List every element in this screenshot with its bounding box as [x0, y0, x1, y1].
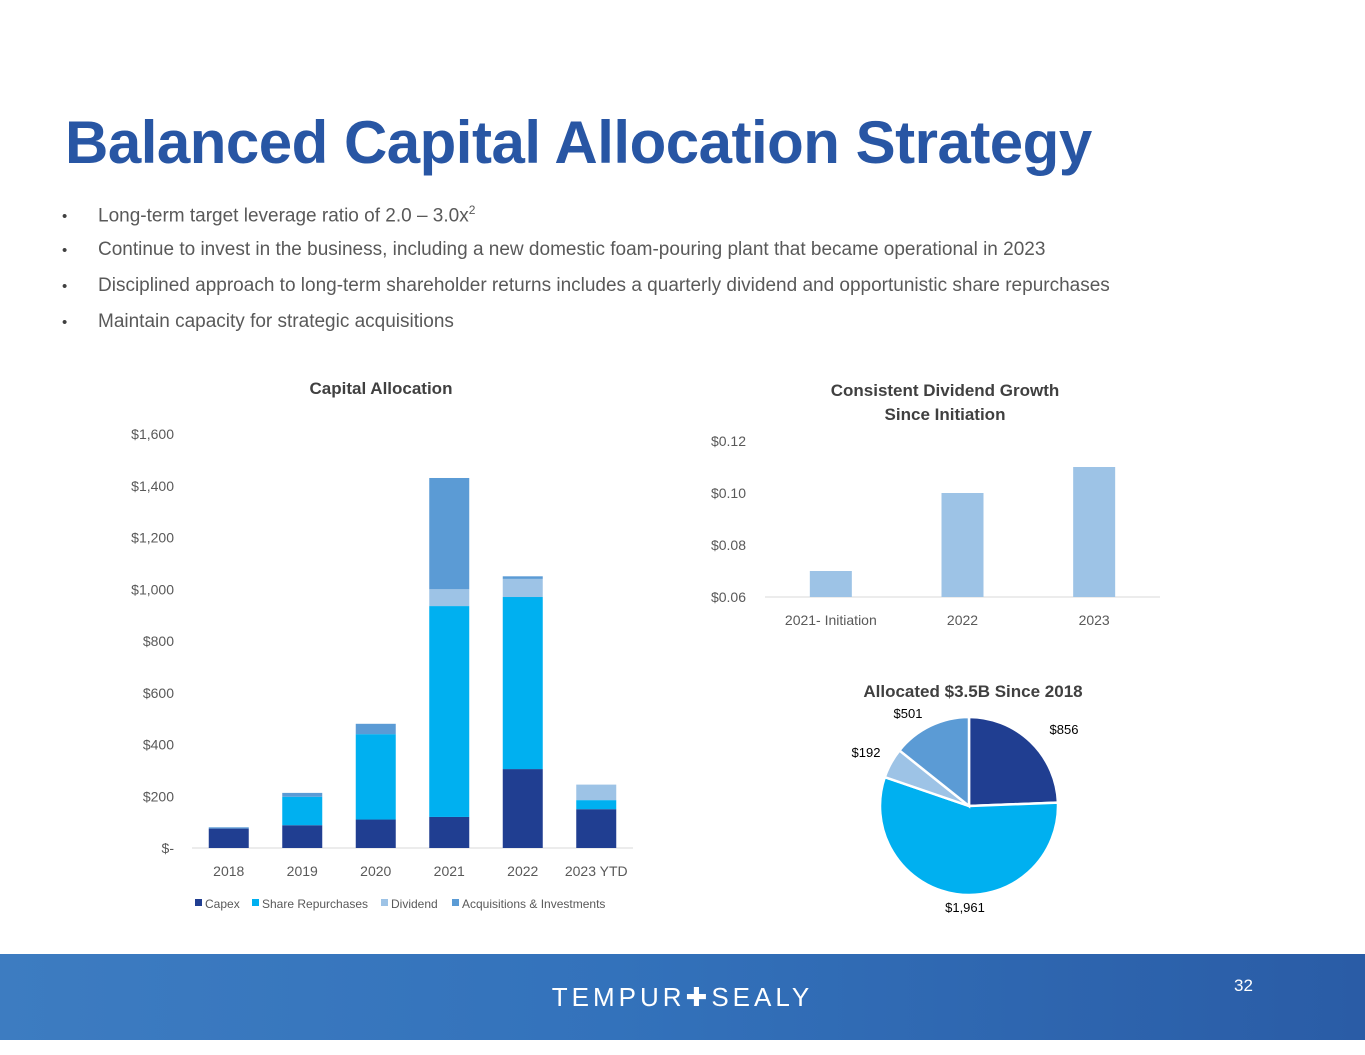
bar-segment [208, 827, 249, 829]
bar-segment [576, 800, 617, 810]
x-tick-label: 2021 [434, 863, 465, 879]
dividend-chart-title-line-1: Consistent Dividend Growth [831, 381, 1060, 400]
legend-label: Dividend [391, 897, 438, 911]
y-tick-label: $1,400 [131, 478, 174, 494]
bullet-item: • Continue to invest in the business, in… [62, 239, 1322, 275]
bullet-text: Disciplined approach to long-term shareh… [98, 275, 1110, 296]
logo-cross-icon: ✚ [685, 982, 712, 1012]
bar-segment [502, 578, 543, 598]
x-tick-label: 2022 [947, 612, 978, 628]
bullet-item: • Long-term target leverage ratio of 2.0… [62, 203, 1322, 239]
footer-banner: TEMPUR✚SEALY 32 [0, 954, 1365, 1040]
legend-swatch [195, 899, 202, 906]
legend-label: Acquisitions & Investments [462, 897, 605, 911]
bar-segment [355, 723, 396, 735]
pie-slice [878, 775, 1060, 897]
dividend-bar [1073, 467, 1116, 597]
bar-segment [576, 809, 617, 848]
bar-segment [282, 796, 323, 826]
pie-chart-title: Allocated $3.5B Since 2018 [863, 682, 1082, 701]
bar-segment [208, 828, 249, 848]
bar-segment [355, 819, 396, 848]
y-tick-label: $0.08 [711, 537, 746, 553]
y-tick-label: $600 [143, 685, 174, 701]
bullet-item: • Disciplined approach to long-term shar… [62, 275, 1322, 311]
capital-allocation-legend: Capex Share Repurchases Dividend Acquisitio… [195, 897, 605, 911]
x-tick-label: 2019 [287, 863, 318, 879]
y-tick-label: $800 [143, 633, 174, 649]
y-tick-label: $0.06 [711, 589, 746, 605]
bullet-text: Continue to invest in the business, incl… [98, 239, 1046, 260]
bar-segment [502, 597, 543, 770]
capital-allocation-y-axis: $- $200 $400 $600 $800 $1,000 $1,200 $1,400 $1,6… [131, 426, 174, 856]
bar-segment [282, 825, 323, 848]
legend-swatch [381, 899, 388, 906]
capital-allocation-title: Capital Allocation [310, 379, 453, 398]
dividend-growth-chart: Consistent Dividend Growth Since Initiat… [711, 381, 1160, 628]
x-tick-label: 2023 [1079, 612, 1110, 628]
pie-slice-label: $1,961 [945, 900, 985, 915]
bar-segment [429, 816, 470, 848]
dividend-bars [809, 467, 1116, 597]
pie-slices [878, 715, 1060, 897]
dividend-bar [941, 493, 984, 597]
pie-slice-label: $856 [1050, 722, 1079, 737]
x-tick-label: 2022 [507, 863, 538, 879]
capital-allocation-chart: Capital Allocation $- $200 $400 $600 $800 $1,… [131, 379, 633, 911]
allocation-pie-chart: Allocated $3.5B Since 2018 $856 $1,961 $19… [852, 682, 1083, 915]
bar-segment [502, 576, 543, 579]
x-tick-label: 2018 [213, 863, 244, 879]
y-tick-label: $1,000 [131, 581, 174, 597]
bar-segment [282, 792, 323, 797]
bullet-text: Long-term target leverage ratio of 2.0 –… [98, 203, 476, 227]
y-tick-label: $1,600 [131, 426, 174, 442]
bullet-text: Maintain capacity for strategic acquisit… [98, 311, 454, 332]
x-tick-label: 2023 YTD [565, 863, 628, 879]
y-tick-label: $- [162, 840, 175, 856]
bullet-glyph: • [62, 278, 68, 295]
y-tick-label: $0.10 [711, 485, 746, 501]
bullet-glyph: • [62, 208, 68, 226]
legend-label: Share Repurchases [262, 897, 368, 911]
legend-swatch [452, 899, 459, 906]
y-tick-label: $400 [143, 737, 174, 753]
tempur-sealy-logo: TEMPUR✚SEALY [551, 982, 814, 1012]
dividend-bar [809, 571, 852, 597]
pie-slice [897, 715, 971, 809]
bar-segment [576, 784, 617, 801]
footnote-marker: 2 [468, 203, 476, 217]
bar-segment [502, 769, 543, 848]
capital-allocation-x-axis: 2018 2019 2020 2021 2022 2023 YTD [213, 863, 627, 879]
x-tick-label: 2020 [360, 863, 391, 879]
y-tick-label: $0.12 [711, 433, 746, 449]
y-tick-label: $200 [143, 788, 174, 804]
capital-allocation-bars [208, 477, 617, 848]
pie-labels: $856 $1,961 $192 $501 [852, 706, 1079, 915]
bullet-item: • Maintain capacity for strategic acquis… [62, 311, 1322, 347]
pie-slice-label: $192 [852, 745, 881, 760]
bar-segment [429, 606, 470, 817]
dividend-x-axis: 2021- Initiation 2022 2023 [785, 612, 1110, 628]
dividend-y-axis: $0.06 $0.08 $0.10 $0.12 [711, 433, 746, 605]
x-tick-label: 2021- Initiation [785, 612, 877, 628]
pie-slice [967, 715, 1060, 808]
charts-canvas: Capital Allocation $- $200 $400 $600 $800 $1,… [131, 379, 1160, 915]
slide-title: Balanced Capital Allocation Strategy [65, 109, 1092, 176]
bullet-glyph: • [62, 242, 68, 259]
legend-label: Capex [205, 897, 240, 911]
y-tick-label: $1,200 [131, 530, 174, 546]
legend-swatch [252, 899, 259, 906]
bar-segment [429, 589, 470, 607]
bullet-glyph: • [62, 314, 68, 331]
page-number: 32 [1234, 976, 1253, 995]
dividend-chart-title-line-2: Since Initiation [885, 405, 1006, 424]
bullet-list: • Long-term target leverage ratio of 2.0… [62, 203, 1322, 347]
pie-slice-label: $501 [894, 706, 923, 721]
bar-segment [429, 477, 470, 590]
bar-segment [355, 734, 396, 820]
